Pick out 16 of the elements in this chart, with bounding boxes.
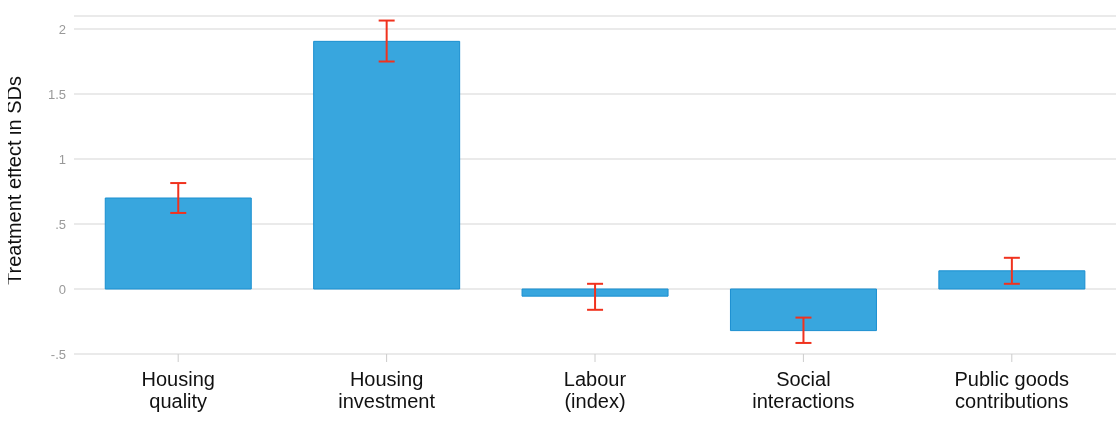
bar <box>938 270 1086 290</box>
y-tick-label: 2 <box>58 21 66 37</box>
y-tick-label: 0 <box>58 281 66 297</box>
bar <box>104 197 252 290</box>
x-tick-label: Housing quality <box>141 368 215 412</box>
y-tick-label: .5 <box>55 216 66 232</box>
y-tick-label: 1.5 <box>47 86 66 102</box>
x-tick-label: Housing investment <box>338 368 436 412</box>
bar <box>729 288 877 332</box>
bar <box>521 288 669 297</box>
bar <box>313 40 461 290</box>
y-tick-label: 1 <box>58 151 66 167</box>
x-tick-label: Public goods contributions <box>954 368 1070 412</box>
x-tick-label: Social interactions <box>752 368 855 412</box>
x-tick-label: Labour (index) <box>563 368 627 412</box>
y-tick-label: -.5 <box>50 346 66 362</box>
